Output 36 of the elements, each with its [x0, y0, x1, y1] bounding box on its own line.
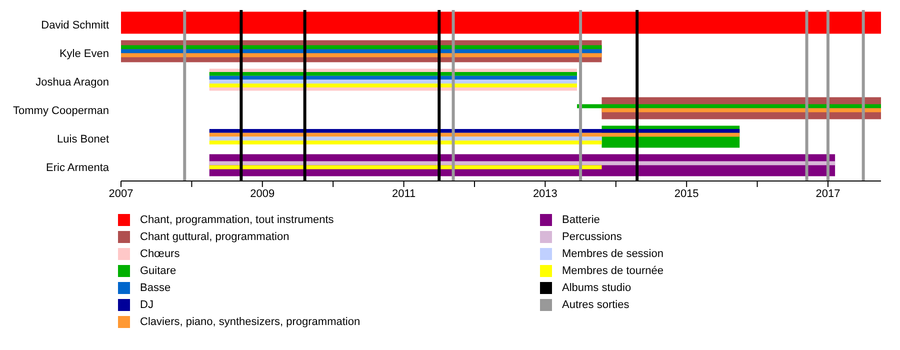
bar — [121, 49, 602, 54]
legend-label: Chant guttural, programmation — [140, 230, 290, 242]
legend-label: DJ — [140, 298, 154, 310]
x-tick-label: 2013 — [532, 188, 558, 200]
y-tick-label: Luis Bonet — [57, 133, 109, 146]
bar — [209, 80, 577, 84]
y-tick-label: Joshua Aragon — [36, 76, 109, 88]
bar — [121, 45, 602, 50]
x-tick-label: 2017 — [816, 188, 840, 200]
legend-label: Membres de tournée — [562, 264, 664, 276]
bar — [577, 104, 881, 108]
bar — [209, 129, 740, 133]
x-tick-label: 2011 — [392, 188, 416, 200]
bar — [209, 161, 836, 166]
legend-label: Batterie — [562, 214, 600, 226]
y-tick-label: David Schmitt — [41, 19, 109, 32]
bar — [602, 108, 881, 112]
bar — [209, 136, 602, 141]
legend-label: Chant, programmation, tout instruments — [140, 214, 334, 226]
bar — [209, 140, 602, 144]
legend-label: Percussions — [562, 230, 622, 242]
legend-label: Basse — [140, 282, 171, 294]
legend-label: Membres de session — [562, 248, 664, 260]
x-tick-label: 2007 — [108, 188, 134, 200]
legend-label: Autres sorties — [562, 298, 630, 310]
bar — [121, 12, 881, 34]
x-tick-label: 2009 — [250, 188, 275, 200]
y-tick-label: Eric Armenta — [46, 162, 110, 174]
bar — [209, 84, 577, 88]
legend-label: Guitare — [140, 264, 176, 276]
y-tick-label: Kyle Even — [59, 48, 109, 60]
legend-label: Claviers, piano, synthesizers, programmation — [140, 316, 360, 328]
legend-label: Albums studio — [562, 282, 632, 294]
legend-label: Chœurs — [140, 248, 180, 260]
y-tick-label: Tommy Cooperman — [13, 104, 109, 117]
x-tick-label: 2015 — [674, 188, 699, 200]
